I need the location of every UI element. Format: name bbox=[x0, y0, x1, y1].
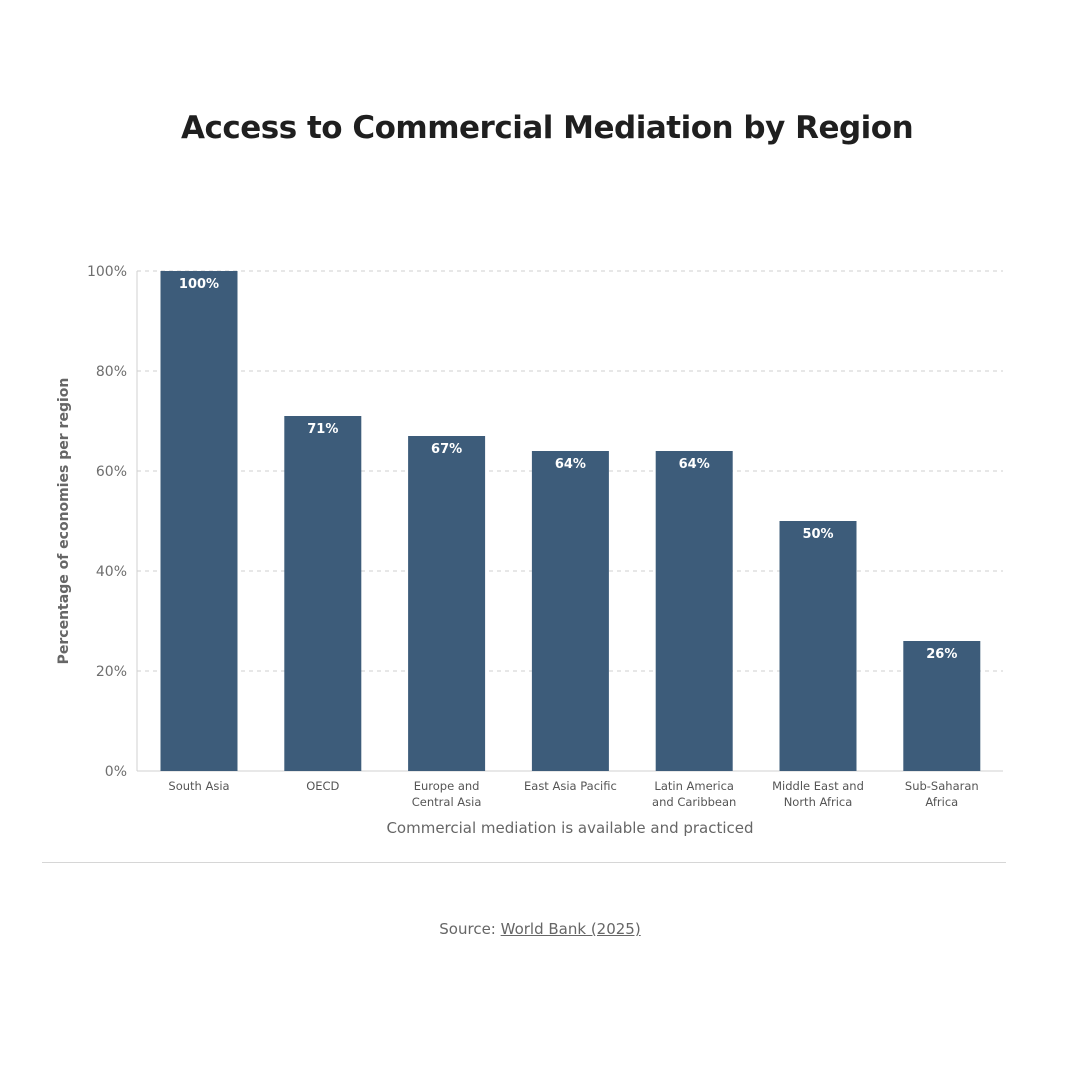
y-tick-label: 20% bbox=[96, 664, 127, 680]
data-label: 100% bbox=[179, 277, 219, 292]
y-axis-title: Percentage of economies per region bbox=[56, 378, 72, 665]
x-tick-label: South Asia bbox=[168, 779, 229, 793]
data-label: 67% bbox=[431, 442, 462, 457]
x-tick-label: OECD bbox=[306, 779, 339, 793]
bar bbox=[655, 451, 733, 771]
y-tick-label: 0% bbox=[105, 764, 127, 780]
bar bbox=[779, 521, 857, 771]
y-tick-label: 40% bbox=[96, 564, 127, 580]
data-label: 50% bbox=[802, 527, 833, 542]
source-link[interactable]: World Bank (2025) bbox=[500, 920, 641, 938]
data-label: 64% bbox=[555, 457, 586, 472]
data-label: 64% bbox=[679, 457, 710, 472]
x-tick-label: Sub-Saharan Africa bbox=[905, 779, 979, 809]
bar bbox=[160, 271, 238, 771]
divider bbox=[42, 862, 1006, 863]
x-tick-label: Europe and Central Asia bbox=[412, 779, 482, 809]
bar bbox=[284, 416, 362, 771]
x-axis-title: Commercial mediation is available and pr… bbox=[386, 819, 753, 837]
source-note: Source: World Bank (2025) bbox=[0, 920, 1080, 938]
data-label: 26% bbox=[926, 647, 957, 662]
y-tick-label: 60% bbox=[96, 464, 127, 480]
data-label: 71% bbox=[307, 422, 338, 437]
x-tick-label: Middle East and North Africa bbox=[772, 779, 864, 809]
x-tick-label: East Asia Pacific bbox=[524, 779, 617, 793]
bar bbox=[531, 451, 609, 771]
chart-title: Access to Commercial Mediation by Region bbox=[181, 110, 914, 146]
y-tick-label: 100% bbox=[87, 264, 127, 280]
bar-chart: 0% 20% 40% 60% 80% 100% 100% South Asia 71% OECD 6… bbox=[56, 264, 1003, 837]
source-prefix: Source: bbox=[439, 920, 501, 938]
bar bbox=[903, 641, 981, 771]
x-tick-label: Latin America and Caribbean bbox=[652, 779, 736, 809]
bar bbox=[408, 436, 486, 771]
y-tick-label: 80% bbox=[96, 364, 127, 380]
